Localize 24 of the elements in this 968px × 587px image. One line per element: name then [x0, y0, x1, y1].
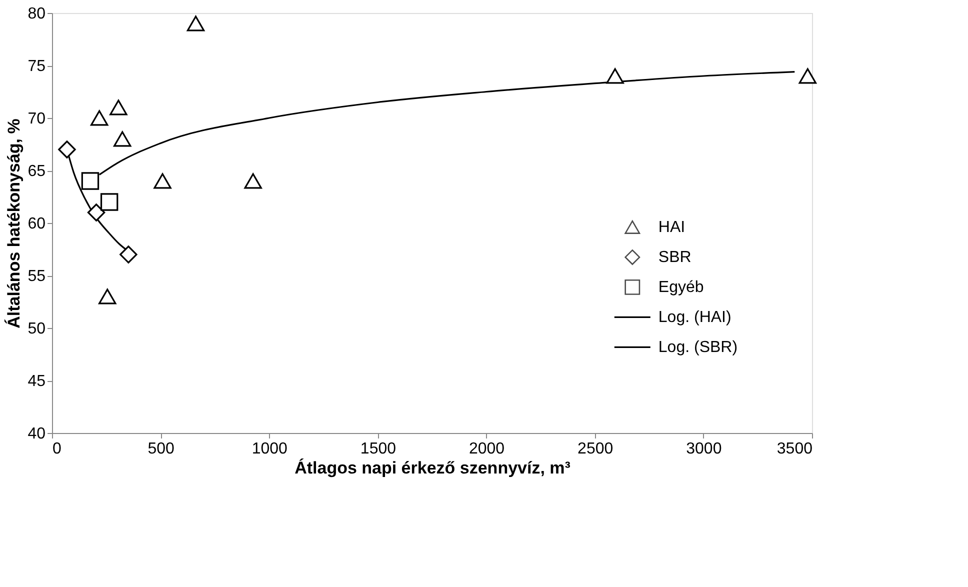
legend-label: SBR: [658, 249, 692, 266]
x-tick-label: 3500: [776, 440, 813, 458]
x-tick-label: 0: [52, 440, 62, 458]
y-tick-label: 80: [28, 6, 46, 22]
y-tick-label: 50: [28, 320, 46, 338]
legend-label: Log. (HAI): [658, 309, 732, 326]
legend-label: Egyéb: [658, 279, 704, 296]
x-tick-label: 2500: [578, 440, 614, 458]
x-tick-label: 3000: [686, 440, 722, 458]
x-tick-label: 1500: [360, 440, 396, 458]
y-tick-label: 40: [28, 426, 46, 442]
y-tick-label: 60: [28, 216, 46, 232]
y-tick-label: 55: [28, 268, 46, 285]
y-tick-label: 45: [28, 373, 46, 390]
x-tick-label: 1000: [252, 440, 288, 458]
y-tick-label: 65: [28, 163, 46, 180]
legend-label: Log. (SBR): [658, 339, 738, 356]
x-tick-label: 500: [148, 440, 175, 458]
y-axis-title: Általános hatékonyság, %: [4, 118, 24, 328]
legend-label: HAI: [658, 219, 686, 236]
y-tick-label: 75: [28, 58, 46, 75]
x-axis-title: Átlagos napi érkező szennyvíz, m³: [294, 458, 571, 478]
y-tick-label: 70: [28, 110, 46, 128]
x-tick-label: 2000: [468, 440, 505, 458]
